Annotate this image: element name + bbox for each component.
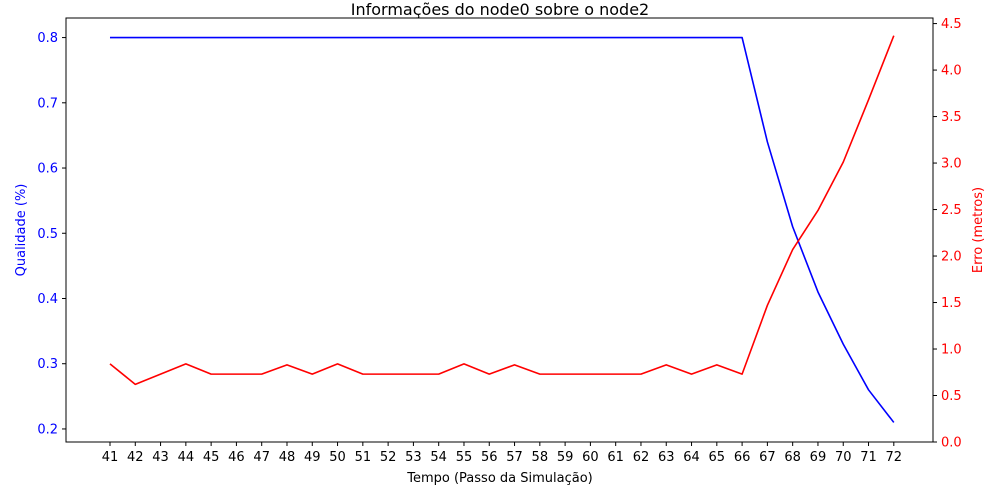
x-tick-label: 66 [734,450,751,465]
x-tick-label: 61 [607,450,624,465]
x-tick-label: 62 [633,450,650,465]
x-tick-label: 58 [532,450,549,465]
left-y-axis-label: Qualidade (%) [14,184,29,277]
x-tick-label: 44 [178,450,195,465]
x-tick-label: 71 [860,450,877,465]
x-tick-label: 52 [380,450,397,465]
right-y-tick-label: 1.0 [941,343,962,358]
right-y-tick-label: 4.5 [941,17,962,32]
series-lines [109,35,895,423]
left-y-tick-label: 0.3 [37,357,58,372]
x-tick-label: 48 [279,450,296,465]
x-tick-label: 68 [784,450,801,465]
right-y-axis-label: Erro (metros) [971,187,986,273]
left-y-axis-ticks: 0.2 0.3 0.4 0.5 0.6 0.7 0.8 [37,31,66,437]
x-tick-label: 64 [683,450,700,465]
x-tick-label: 57 [506,450,523,465]
right-y-tick-label: 2.5 [941,203,962,218]
x-tick-label: 63 [658,450,675,465]
plot-frame [65,17,934,443]
left-y-tick-label: 0.6 [37,162,58,177]
left-y-tick-label: 0.7 [37,96,58,111]
right-y-tick-label: 3.5 [941,110,962,125]
x-tick-label: 51 [355,450,372,465]
x-tick-label: 41 [102,450,119,465]
x-axis-ticks: 41 42 43 44 45 46 47 48 49 50 51 52 53 54 55 56 57 58 59 60… [102,442,902,465]
x-tick-label: 65 [709,450,726,465]
x-tick-label: 50 [329,450,346,465]
x-tick-label: 60 [582,450,599,465]
erro-series-line [109,35,895,386]
right-y-tick-label: 4.0 [941,64,962,79]
x-tick-label: 55 [456,450,473,465]
x-tick-label: 59 [557,450,574,465]
x-tick-label: 70 [835,450,852,465]
right-y-axis-ticks: 0.0 0.5 1.0 1.5 2.0 2.5 3.0 3.5 4.0 4.5 [933,17,962,451]
right-y-tick-label: 0.0 [941,436,962,451]
x-tick-label: 67 [759,450,776,465]
x-tick-label: 47 [253,450,270,465]
right-y-tick-label: 1.5 [941,296,962,311]
x-tick-label: 56 [481,450,498,465]
x-tick-label: 43 [152,450,169,465]
chart-title: Informações do node0 sobre o node2 [351,0,649,19]
x-tick-label: 45 [203,450,220,465]
x-tick-label: 42 [127,450,144,465]
right-y-tick-label: 3.0 [941,157,962,172]
x-tick-label: 72 [886,450,903,465]
left-y-tick-label: 0.5 [37,227,58,242]
left-y-tick-label: 0.2 [37,422,58,437]
x-tick-label: 69 [810,450,827,465]
left-y-tick-label: 0.8 [37,31,58,46]
x-tick-label: 53 [405,450,422,465]
right-y-tick-label: 0.5 [941,389,962,404]
left-y-tick-label: 0.4 [37,292,58,307]
qualidade-series-line [109,36,895,423]
x-tick-label: 54 [430,450,447,465]
x-axis-label: Tempo (Passo da Simulação) [406,471,593,486]
x-tick-label: 46 [228,450,245,465]
x-tick-label: 49 [304,450,321,465]
right-y-tick-label: 2.0 [941,250,962,265]
